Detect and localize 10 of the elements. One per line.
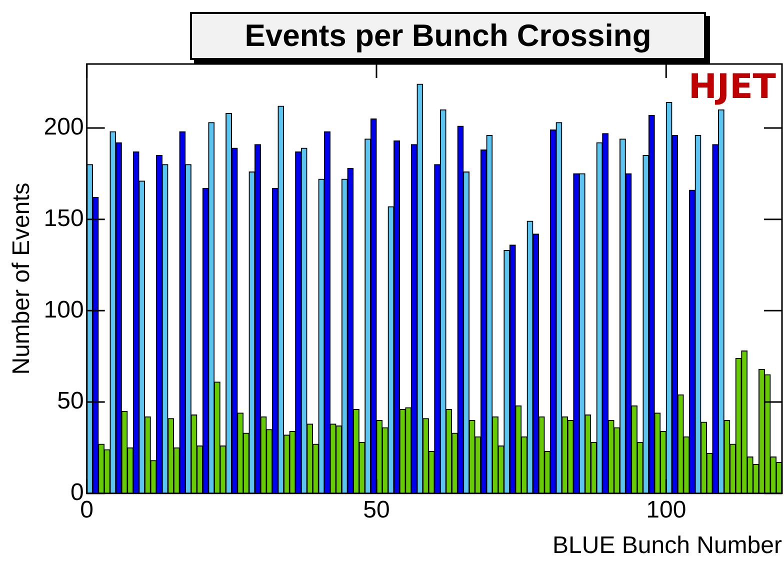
y-tick-label: 50 — [57, 388, 84, 415]
y-axis-title: Number of Events — [8, 182, 36, 375]
annotation: HJET — [688, 66, 777, 107]
y-tick-label: 150 — [44, 204, 84, 232]
y-tick-label: 200 — [44, 114, 84, 141]
x-tick-label: 50 — [363, 496, 390, 524]
x-axis-title: BLUE Bunch Number — [552, 532, 782, 560]
y-tick-label: 100 — [44, 296, 84, 324]
x-tick-label: 100 — [646, 496, 686, 524]
chart-title: Events per Bunch Crossing — [190, 12, 706, 60]
